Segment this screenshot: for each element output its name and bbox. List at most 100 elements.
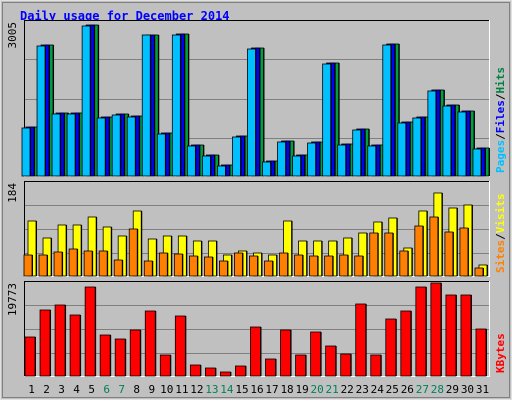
bar-kbytes-day-25: [385, 318, 397, 377]
x-tick-label-day-5: 5: [88, 383, 95, 396]
bar-pages-day-2: [36, 45, 46, 177]
bar-kbytes-day-3: [54, 304, 66, 377]
outer-border-dark: [2, 2, 510, 398]
x-tick-label-day-7: 7: [118, 383, 125, 396]
bar-pages-day-28: [427, 90, 437, 177]
x-tick-label-day-12: 12: [190, 383, 203, 396]
x-tick-label-day-30: 30: [461, 383, 474, 396]
x-tick-label-day-31: 31: [476, 383, 489, 396]
bar-sites-day-30: [459, 227, 469, 277]
chart-marks: 3005Pages/Files/Hits184Sites/Visits19773…: [6, 20, 507, 396]
bar-sites-day-21: [324, 255, 334, 277]
x-tick-label-day-16: 16: [250, 383, 263, 396]
x-tick-label-day-24: 24: [371, 383, 385, 396]
bar-pages-day-16: [247, 48, 256, 177]
bar-sites-day-6: [98, 250, 108, 277]
x-tick-label-day-6: 6: [103, 383, 110, 396]
bar-sites-day-15: [234, 252, 243, 277]
bar-pages-day-24: [367, 145, 377, 177]
x-tick-label-day-28: 28: [431, 383, 444, 396]
bar-sites-day-29: [444, 231, 454, 277]
panel-legend: Sites/Visits: [494, 194, 507, 274]
bar-kbytes-day-11: [174, 315, 186, 377]
bar-sites-day-3: [53, 251, 63, 277]
x-tick-label-day-13: 13: [205, 383, 218, 396]
x-tick-label-day-11: 11: [175, 383, 188, 396]
x-tick-label-day-15: 15: [235, 383, 248, 396]
bar-kbytes-day-18: [280, 329, 291, 377]
bar-kbytes-day-22: [340, 353, 352, 377]
bar-sites-day-17: [264, 260, 273, 277]
legend-entry: Pages: [494, 140, 507, 173]
x-tick-label-day-2: 2: [43, 383, 50, 396]
bar-kbytes-day-6: [99, 334, 111, 377]
bar-kbytes-day-23: [355, 303, 367, 377]
legend-entry: /: [494, 133, 507, 140]
bar-sites-day-23: [354, 255, 364, 277]
x-tick-label-day-26: 26: [401, 383, 414, 396]
bar-pages-day-6: [96, 117, 106, 177]
x-tick-label-day-17: 17: [265, 383, 278, 396]
x-tick-label-day-20: 20: [311, 383, 324, 396]
bar-kbytes-day-26: [400, 310, 412, 377]
bar-pages-day-14: [217, 165, 226, 177]
bar-sites-day-8: [128, 228, 138, 277]
x-tick-label-day-3: 3: [58, 383, 65, 396]
bar-pages-day-31: [472, 148, 482, 177]
panel-max-label: 184: [6, 183, 19, 203]
bar-pages-day-20: [307, 142, 317, 177]
x-tick-label-day-19: 19: [295, 383, 308, 396]
panel-max-label: 19773: [6, 283, 19, 316]
bar-sites-day-1: [23, 254, 33, 277]
bar-pages-day-21: [322, 63, 332, 177]
bar-kbytes-day-5: [84, 286, 96, 377]
bar-pages-day-10: [156, 133, 166, 177]
x-tick-label-day-8: 8: [133, 383, 140, 396]
x-tick-label-day-9: 9: [148, 383, 155, 396]
legend-entry: Visits: [494, 194, 507, 234]
bar-sites-day-24: [369, 232, 379, 277]
bar-sites-day-4: [68, 248, 78, 277]
bar-kbytes-day-2: [39, 309, 51, 377]
bar-kbytes-day-9: [144, 310, 156, 377]
bar-kbytes-day-17: [265, 358, 276, 377]
x-tick-label-day-23: 23: [356, 383, 369, 396]
bar-kbytes-day-29: [445, 294, 457, 377]
bar-pages-day-3: [51, 113, 61, 177]
bar-sites-day-13: [203, 256, 213, 277]
bar-kbytes-day-4: [69, 314, 81, 377]
legend-entry: Hits: [494, 67, 507, 94]
bar-pages-day-5: [81, 25, 91, 177]
x-tick-label-day-21: 21: [326, 383, 339, 396]
bar-pages-day-19: [292, 155, 301, 177]
bar-sites-day-2: [38, 254, 48, 277]
bar-sites-day-28: [429, 216, 439, 277]
bar-sites-day-14: [219, 260, 228, 277]
bar-kbytes-day-15: [235, 365, 246, 377]
bar-kbytes-day-14: [220, 371, 231, 377]
bar-pages-day-1: [21, 127, 31, 177]
bar-sites-day-26: [399, 250, 409, 277]
bar-sites-day-18: [279, 252, 288, 277]
panel-legend: Pages/Files/Hits: [494, 67, 507, 173]
legend-entry: /: [494, 93, 507, 100]
x-tick-label-day-29: 29: [446, 383, 459, 396]
bar-pages-day-8: [126, 116, 136, 177]
bar-sites-day-27: [414, 225, 424, 277]
bar-sites-day-25: [384, 232, 394, 277]
x-tick-label-day-4: 4: [73, 383, 80, 396]
bar-sites-day-12: [188, 255, 198, 277]
bar-sites-day-7: [113, 259, 123, 277]
bar-sites-day-20: [309, 255, 319, 277]
bar-pages-day-17: [262, 161, 271, 177]
bar-sites-day-9: [143, 260, 153, 277]
legend-entry: /: [494, 233, 507, 240]
x-tick-label-day-27: 27: [416, 383, 429, 396]
bar-pages-day-23: [352, 129, 362, 177]
bar-pages-day-15: [232, 136, 241, 177]
bar-kbytes-day-10: [159, 354, 171, 377]
bar-pages-day-29: [442, 105, 452, 177]
bar-pages-day-25: [382, 44, 392, 177]
